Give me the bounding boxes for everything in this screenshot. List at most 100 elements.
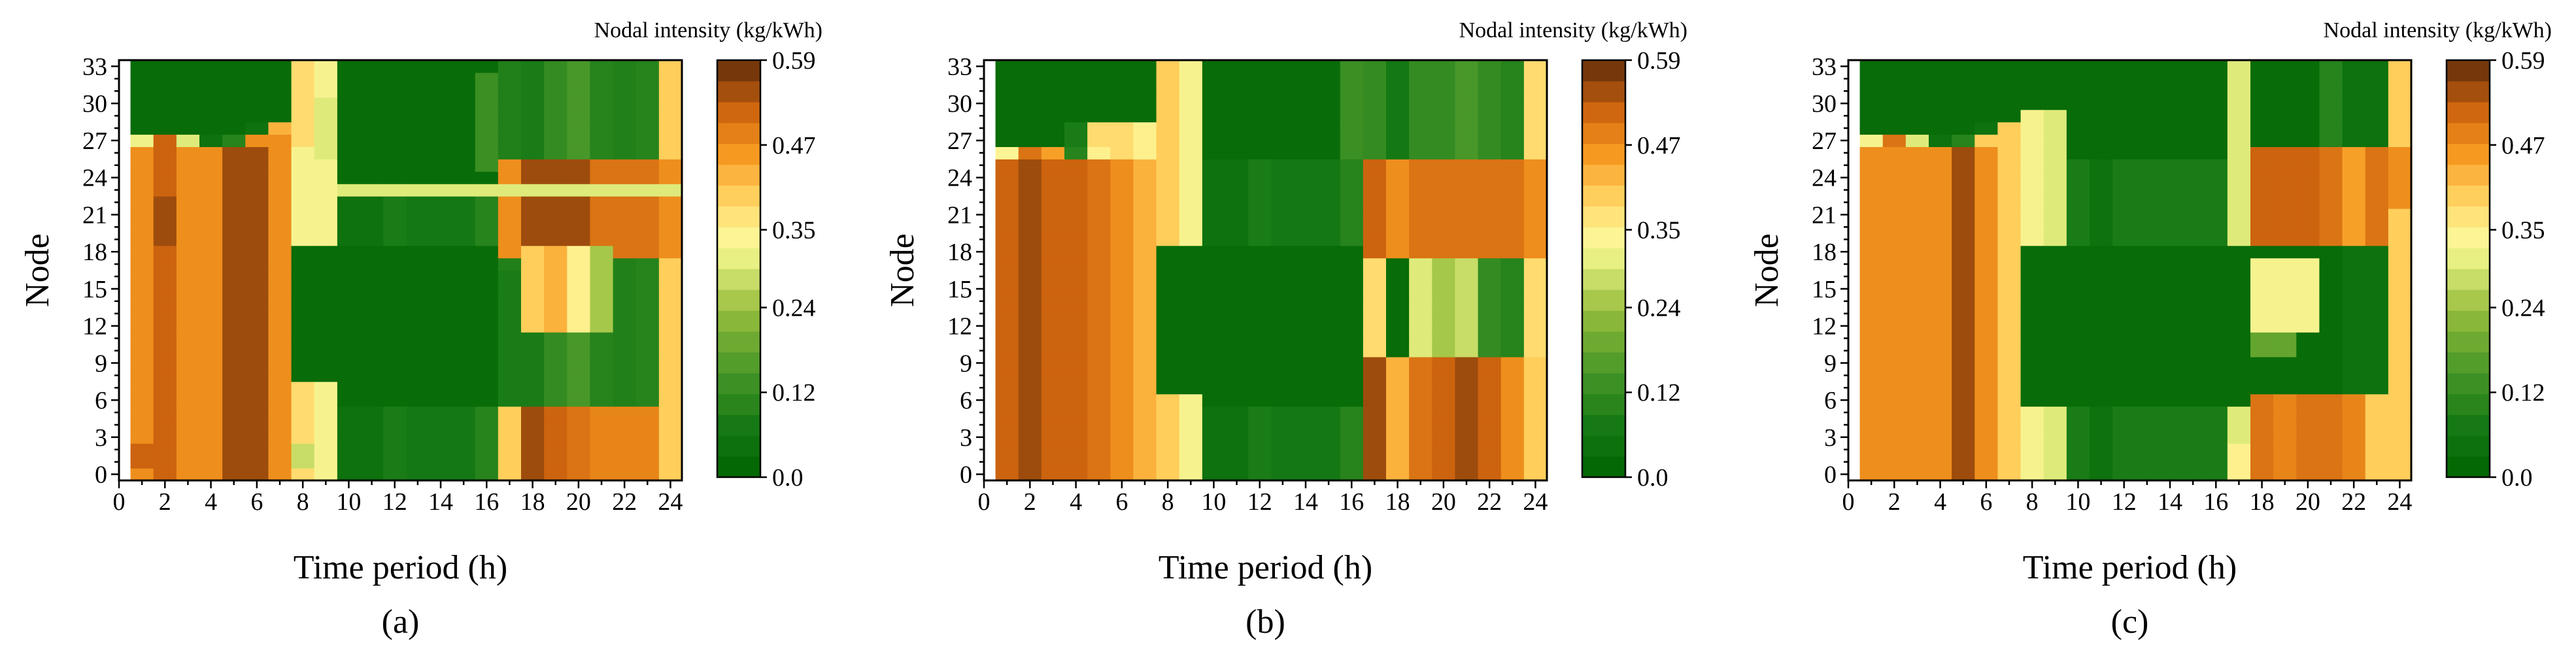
heatmap-cell (1156, 184, 1180, 197)
heatmap-cell (2342, 109, 2366, 123)
colorbar-segment (1582, 60, 1625, 82)
heatmap-cell (337, 245, 361, 259)
heatmap-cell (475, 393, 499, 407)
heatmap-cell (613, 220, 637, 234)
heatmap-cell (1974, 208, 1999, 222)
heatmap-cell (314, 356, 338, 370)
heatmap-cell (1294, 84, 1318, 98)
heatmap-cell (2112, 171, 2136, 184)
heatmap-cell (995, 307, 1019, 320)
heatmap-cell (2135, 72, 2160, 86)
heatmap-cell (130, 146, 154, 159)
heatmap-cell (2296, 233, 2320, 246)
heatmap-cell (2227, 60, 2251, 73)
heatmap-cell (199, 208, 223, 222)
heatmap-cell (1455, 159, 1479, 172)
heatmap-cell (2090, 60, 2113, 73)
heatmap-cell (2158, 393, 2182, 407)
heatmap-cell (2388, 307, 2412, 320)
heatmap-cell (1110, 196, 1134, 209)
heatmap-cell (2227, 122, 2251, 135)
heatmap-cell (1882, 233, 1907, 246)
heatmap-cell (544, 295, 568, 308)
heatmap-cell (314, 60, 338, 73)
heatmap-cell (1409, 282, 1432, 295)
heatmap-cell (1202, 356, 1226, 370)
heatmap-cell (590, 184, 614, 197)
heatmap-cell (1156, 220, 1180, 234)
heatmap-cell (2158, 60, 2182, 73)
heatmap-cell (1248, 406, 1272, 420)
heatmap-cell (1386, 295, 1410, 308)
heatmap-cell (567, 146, 591, 159)
heatmap-cell (1952, 97, 1975, 110)
heatmap-cell (1317, 418, 1341, 431)
heatmap-cell (452, 443, 476, 456)
heatmap-cell (429, 468, 453, 481)
heatmap-cell (613, 159, 637, 172)
heatmap-cell (1087, 159, 1111, 172)
heatmap-cell (1133, 220, 1157, 234)
heatmap-cell (2112, 369, 2136, 382)
heatmap-cell (1041, 369, 1065, 382)
heatmap-cell (498, 84, 522, 98)
heatmap-cell (2043, 307, 2067, 320)
heatmap-cell (2227, 344, 2251, 358)
heatmap-cell (1523, 84, 1548, 98)
y-tick-label: 3 (1824, 424, 1837, 452)
heatmap-cell (475, 245, 499, 259)
heatmap-cell (475, 122, 499, 135)
heatmap-cell (199, 295, 223, 308)
heatmap-cell (613, 84, 637, 98)
heatmap-cell (429, 134, 453, 147)
heatmap-cell (475, 196, 499, 209)
heatmap-cell (658, 208, 683, 222)
heatmap-cell (314, 431, 338, 444)
heatmap-cell (1363, 171, 1387, 184)
heatmap-cell (1455, 307, 1479, 320)
heatmap-cell (429, 60, 453, 73)
heatmap-cell (544, 208, 568, 222)
heatmap-cell (245, 356, 269, 370)
heatmap-cell (1179, 134, 1203, 147)
heatmap-cells (130, 60, 683, 481)
heatmap-cell (2135, 456, 2160, 469)
heatmap-cell (1997, 258, 2022, 271)
heatmap-cell (1133, 393, 1157, 407)
heatmap-cell (1905, 159, 1929, 172)
heatmap-cell (2342, 208, 2366, 222)
heatmap-cell (1156, 146, 1180, 159)
heatmap-cell (1478, 134, 1502, 147)
heatmap-cell (1478, 109, 1502, 123)
heatmap-cell (2066, 171, 2090, 184)
heatmap-cell (2204, 122, 2228, 135)
heatmap-cell (1179, 307, 1203, 320)
heatmap-cell (199, 184, 223, 197)
heatmap-cell (1110, 344, 1134, 358)
heatmap-cell (1500, 406, 1525, 420)
heatmap-cell (1929, 171, 1952, 184)
heatmap-cell (613, 456, 637, 469)
heatmap-cell (1202, 134, 1226, 147)
heatmap-cell (1523, 282, 1548, 295)
heatmap-cell (1271, 431, 1295, 444)
heatmap-cell (658, 369, 683, 382)
heatmap-cell (383, 208, 407, 222)
heatmap-cell (1409, 320, 1432, 333)
heatmap-cell (1133, 344, 1157, 358)
heatmap-cell (1432, 456, 1456, 469)
y-tick-label: 33 (82, 53, 107, 80)
heatmap-cell (1523, 109, 1548, 123)
heatmap-cell (658, 270, 683, 284)
heatmap-cell (2342, 468, 2366, 481)
heatmap-cell (1859, 84, 1884, 98)
heatmap-cell (2296, 369, 2320, 382)
heatmap-cell (475, 146, 499, 159)
heatmap-cell (521, 171, 545, 184)
heatmap-cell (636, 159, 660, 172)
heatmap-cell (2204, 258, 2228, 271)
heatmap-cell (1271, 307, 1295, 320)
heatmap-cell (1478, 381, 1502, 395)
heatmap-cell (1271, 233, 1295, 246)
heatmap-cell (1041, 344, 1065, 358)
